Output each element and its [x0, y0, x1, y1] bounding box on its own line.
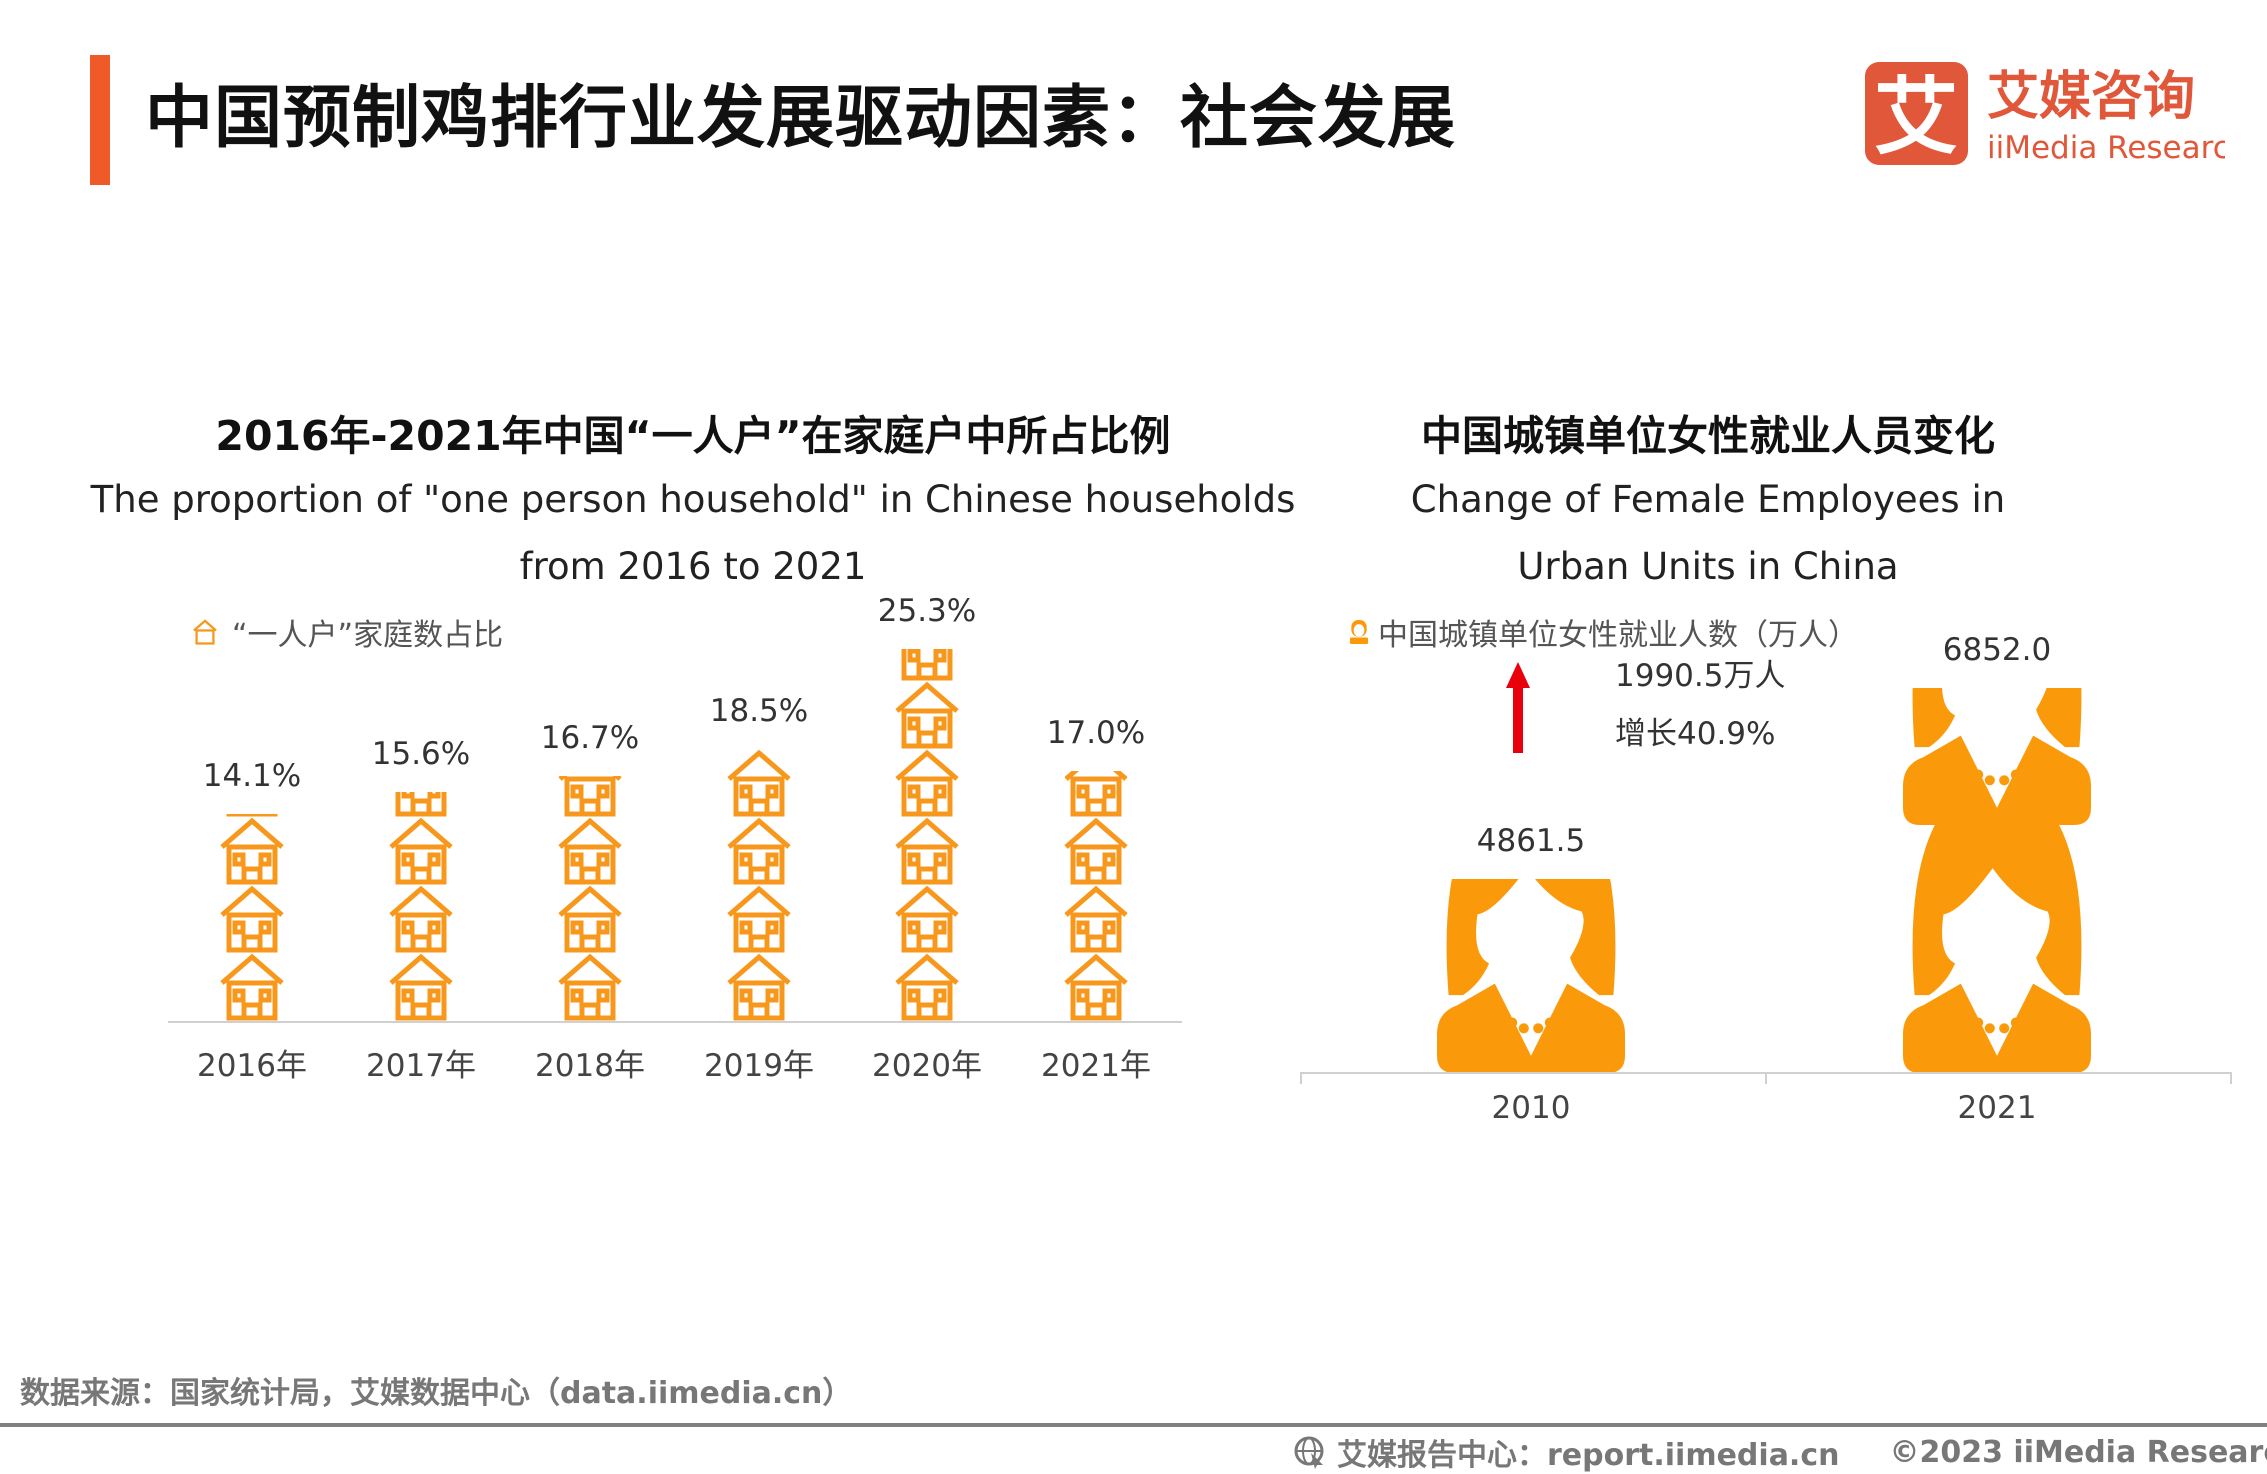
right-chart-subtitle-2: Urban Units in China	[1517, 545, 1899, 588]
house-icon	[558, 817, 622, 885]
increase-arrow-icon	[1506, 662, 1530, 753]
logo-mark-icon: 艾 艾媒咨询 iiMedia Research	[1865, 62, 2249, 166]
house-icon	[727, 885, 791, 953]
value-label: 4861.5	[1476, 822, 1586, 859]
right-axis-tick	[1765, 1072, 1767, 1084]
bar-2016年	[219, 813, 285, 1021]
value-label: 17.0%	[1046, 715, 1146, 752]
value-label: 15.6%	[371, 735, 471, 772]
value-label: 14.1%	[202, 757, 302, 794]
bar-2018年	[557, 775, 623, 1021]
data-source: 数据来源：国家统计局，艾媒数据中心（data.iimedia.cn）	[20, 1376, 853, 1411]
house-icon	[895, 749, 959, 817]
woman-legend-icon	[1349, 620, 1369, 644]
bar-2010	[1437, 878, 1625, 1073]
house-icon	[226, 813, 278, 817]
category-label: 2018年	[535, 1048, 645, 1084]
right-chart-title: 中国城镇单位女性就业人员变化	[1421, 412, 1995, 460]
house-icon	[558, 885, 622, 953]
category-label: 2010	[1491, 1090, 1571, 1126]
house-icon	[389, 953, 453, 1021]
house-icon	[901, 649, 953, 681]
value-label: 16.7%	[540, 719, 640, 756]
house-icon	[389, 885, 453, 953]
right-axis-tick	[2230, 1072, 2232, 1084]
house-icon	[1064, 817, 1128, 885]
house-icon	[395, 791, 447, 817]
house-icon	[895, 885, 959, 953]
bar-2021年	[1063, 771, 1129, 1021]
category-label: 2016年	[197, 1048, 307, 1084]
house-icon	[1064, 953, 1128, 1021]
woman-icon	[1903, 824, 2091, 1073]
house-icon	[558, 953, 622, 1021]
house-icon	[389, 817, 453, 885]
left-chart-title: 2016年-2021年中国“一人户”在家庭户中所占比例	[215, 412, 1171, 460]
footer: 艾媒报告中心：report.iimedia.cn ©2023 iiMedia R…	[1293, 1430, 2267, 1474]
category-label: 2021年	[1041, 1048, 1151, 1084]
title-accent-bar	[90, 55, 110, 185]
right-chart-legend: 中国城镇单位女性就业人数（万人）	[1348, 610, 1858, 654]
logo-en: iiMedia Research	[1987, 130, 2225, 166]
bar-2017年	[388, 791, 454, 1021]
woman-icon	[1437, 878, 1625, 1073]
logo-cn: 艾媒咨询	[1987, 67, 2195, 127]
house-icon	[1064, 885, 1128, 953]
house-icon	[220, 885, 284, 953]
category-label: 2020年	[872, 1048, 982, 1084]
value-label: 18.5%	[709, 693, 809, 730]
bar-2020年	[894, 649, 960, 1021]
house-icon	[895, 953, 959, 1021]
house-icon	[727, 749, 791, 817]
left-chart-subtitle-2: from 2016 to 2021	[519, 545, 867, 588]
left-chart-legend: “一人户”家庭数占比	[192, 610, 503, 654]
iimedia-logo: 艾 艾媒咨询 iiMedia Research	[1865, 62, 2249, 167]
right-legend-label: 中国城镇单位女性就业人数（万人）	[1378, 618, 1858, 653]
bar-2021	[1903, 687, 2091, 1073]
category-label: 2017年	[366, 1048, 476, 1084]
house-icon	[727, 953, 791, 1021]
right-chart-subtitle-1: Change of Female Employees in	[1410, 478, 2006, 521]
house-icon	[895, 681, 959, 749]
copyright: ©2023 iiMedia Research Inc	[1889, 1434, 2267, 1470]
bar-2019年	[726, 749, 792, 1021]
woman-icon	[1903, 687, 2091, 825]
report-center-link[interactable]: 艾媒报告中心：report.iimedia.cn	[1337, 1438, 1840, 1473]
house-icon	[558, 775, 622, 817]
logo-mark: 艾	[1874, 68, 1958, 166]
value-label: 6852.0	[1942, 631, 2052, 668]
footer-divider	[0, 1423, 2267, 1427]
increase-annotation: 1990.5万人	[1615, 658, 1786, 694]
house-icon	[220, 953, 284, 1021]
house-legend-icon	[193, 619, 217, 645]
house-icon	[895, 817, 959, 885]
category-label: 2019年	[704, 1048, 814, 1084]
growth-annotation: 增长40.9%	[1615, 716, 1776, 752]
right-axis-tick	[1300, 1072, 1302, 1084]
house-icon	[1064, 771, 1128, 817]
left-x-axis	[168, 1021, 1182, 1023]
category-label: 2021	[1957, 1090, 2037, 1126]
left-legend-label: “一人户”家庭数占比	[232, 618, 504, 653]
left-chart-subtitle-1: The proportion of "one person household"…	[90, 478, 1296, 521]
globe-cursor-icon	[1294, 1436, 1324, 1469]
value-label: 25.3%	[877, 593, 977, 630]
house-icon	[220, 817, 284, 885]
page-title: 中国预制鸡排行业发展驱动因素：社会发展	[145, 79, 1457, 158]
house-icon	[727, 817, 791, 885]
